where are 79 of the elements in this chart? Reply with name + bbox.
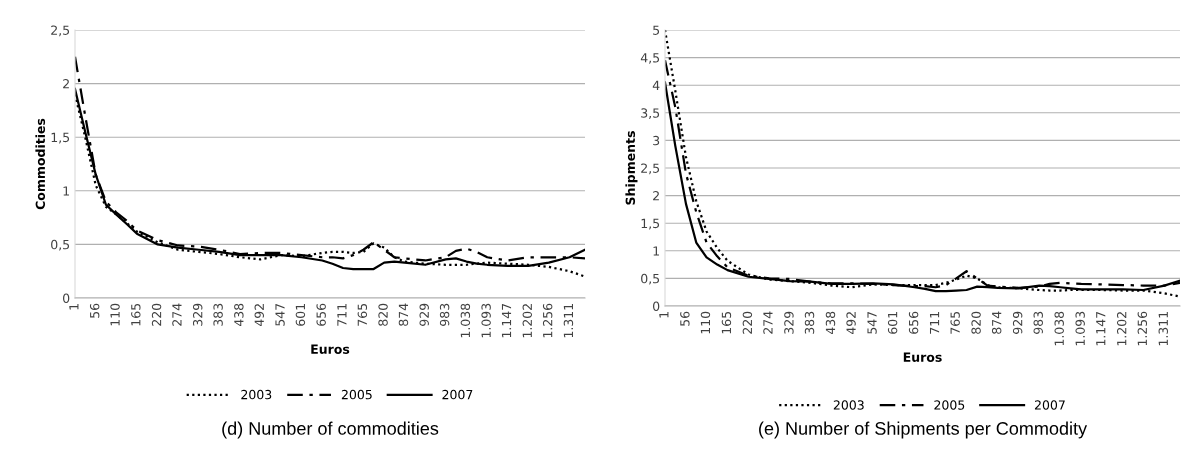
y-tick-label: 1	[653, 246, 659, 256]
y-tick-label: 0	[63, 293, 70, 303]
x-tick-label: 1.147	[1096, 311, 1106, 346]
x-tick-label: 547	[867, 311, 877, 334]
x-tick-label: 165	[131, 303, 141, 326]
y-tick-label: 4	[652, 80, 660, 90]
x-tick-label: 820	[971, 311, 981, 334]
x-tick-label: 1.202	[522, 304, 532, 338]
y-tick-label: 1,5	[641, 218, 660, 230]
x-tick-label: 56	[89, 303, 100, 318]
y-tick-label: 3,5	[641, 108, 660, 119]
x-tick-label: 1.256	[542, 303, 553, 338]
legend-label: 2003	[241, 389, 272, 400]
x-tick-label: 274	[763, 311, 773, 334]
x-tick-label: 1.093	[481, 303, 491, 338]
y-tick-label: 2,5	[641, 163, 660, 175]
x-axis-title: Euros	[903, 352, 942, 362]
x-tick-label: 1.256	[1137, 311, 1148, 346]
x-tick-label: 1	[69, 304, 79, 310]
x-tick-label: 110	[700, 311, 711, 334]
y-axis-title: Commodities	[35, 118, 46, 210]
x-tick-label: 656	[316, 303, 326, 326]
x-tick-label: 601	[887, 312, 898, 334]
x-tick-label: 711	[337, 304, 347, 326]
x-tick-label: 547	[275, 303, 285, 326]
x-tick-label: 820	[378, 303, 388, 326]
x-tick-label: 492	[254, 304, 264, 327]
x-tick-label: 220	[151, 303, 162, 326]
x-tick-label: 329	[192, 303, 203, 326]
legend-label: 2007	[442, 389, 473, 400]
x-tick-label: 383	[804, 311, 815, 334]
x-tick-label: 765	[950, 311, 960, 334]
y-tick-label: 0,5	[51, 239, 70, 251]
legend-label: 2005	[341, 389, 372, 400]
y-tick-label: 1,5	[51, 132, 70, 144]
x-tick-label: 329	[784, 311, 794, 334]
x-tick-label: 1.311	[1158, 312, 1168, 346]
x-tick-label: 983	[1033, 311, 1043, 334]
x-tick-label: 220	[742, 311, 753, 334]
legend-label: 2003	[833, 400, 864, 410]
x-tick-label: 165	[721, 311, 732, 334]
x-tick-label: 929	[1012, 311, 1023, 334]
y-tick-label: 1	[63, 186, 69, 196]
x-tick-label: 438	[825, 311, 836, 335]
x-tick-label: 110	[110, 303, 120, 326]
y-tick-label: 4,5	[640, 53, 660, 64]
x-axis-title: Euros	[311, 344, 350, 354]
x-tick-label: 656	[908, 311, 919, 334]
x-tick-label: 492	[846, 312, 856, 335]
y-tick-label: 5	[653, 25, 660, 35]
text: (e) Number of Shipments per Commodity	[759, 421, 1088, 439]
x-tick-label: 601	[295, 304, 306, 326]
x-tick-label: 383	[213, 303, 223, 326]
x-tick-label: 1	[659, 312, 669, 318]
legend-label: 2007	[1034, 400, 1065, 410]
x-tick-label: 929	[419, 303, 429, 326]
x-tick-label: 711	[929, 312, 940, 334]
x-tick-label: 1.311	[563, 304, 574, 338]
x-tick-label: 274	[172, 303, 182, 326]
x-tick-label: 1.147	[501, 303, 512, 338]
x-tick-label: 874	[991, 311, 1002, 334]
x-tick-label: 56	[680, 311, 690, 326]
text: (d) Number of commodities	[222, 421, 439, 439]
x-tick-label: 1.038	[460, 303, 471, 338]
x-tick-label: 874	[398, 303, 409, 326]
x-tick-label: 1.093	[1075, 311, 1085, 346]
x-tick-label: 983	[439, 303, 450, 326]
y-tick-label: 3	[653, 135, 660, 146]
x-tick-label: 1.038	[1054, 311, 1064, 346]
y-tick-label: 0	[653, 301, 660, 311]
x-tick-label: 765	[357, 303, 368, 326]
legend-label: 2005	[934, 400, 965, 410]
y-tick-label: 2,5	[51, 25, 70, 37]
y-tick-label: 2	[653, 191, 659, 201]
y-tick-label: 0,5	[641, 273, 660, 285]
x-tick-label: 438	[234, 303, 244, 327]
y-tick-label: 2	[63, 79, 69, 89]
x-tick-label: 1.202	[1116, 312, 1127, 346]
y-axis-title: Shipments	[625, 131, 638, 205]
